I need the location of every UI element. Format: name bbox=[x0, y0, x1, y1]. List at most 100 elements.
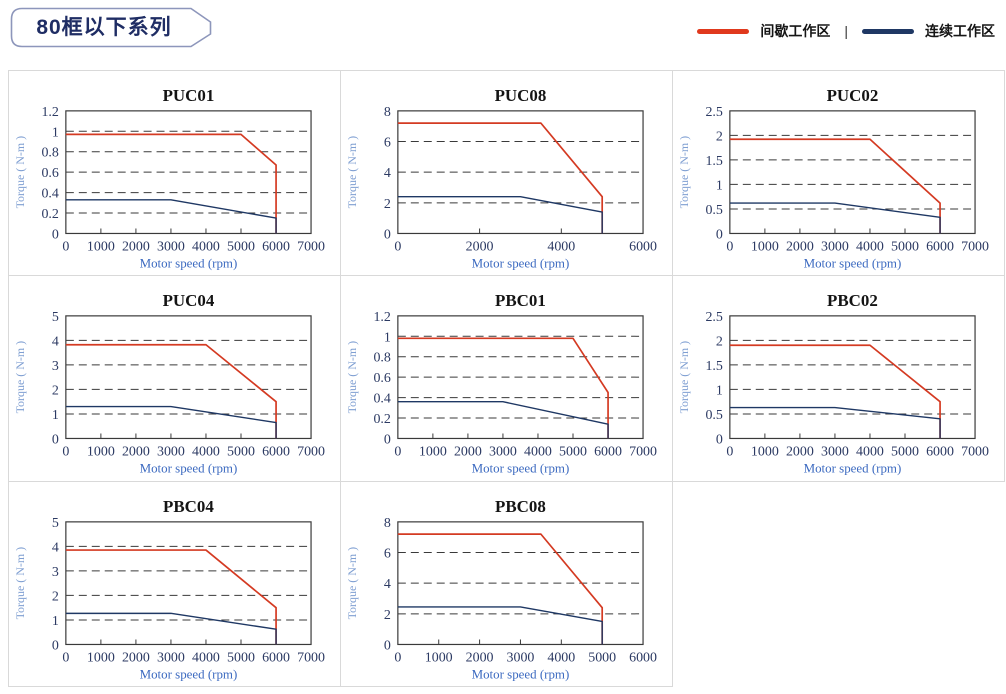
y-tick-label: 0.5 bbox=[705, 408, 722, 423]
x-tick-label: 2000 bbox=[122, 650, 150, 665]
x-tick-label: 1000 bbox=[751, 239, 779, 254]
x-tick-label: 7000 bbox=[297, 445, 325, 460]
torque-speed-chart: 0 1000 2000 3000 4000 5000 6000 0 2 4 6 8 PBC08 Motor… bbox=[345, 497, 657, 681]
y-tick-label: 5 bbox=[52, 310, 59, 325]
x-tick-label: 6000 bbox=[926, 445, 954, 460]
y-tick-label: 1 bbox=[384, 331, 391, 346]
y-tick-label: 6 bbox=[384, 136, 391, 151]
x-tick-label: 6000 bbox=[262, 445, 290, 460]
chart-title: PUC01 bbox=[163, 86, 215, 105]
y-tick-label: 0 bbox=[716, 227, 723, 242]
continuous-line bbox=[397, 605, 603, 645]
x-tick-label: 3000 bbox=[507, 650, 535, 665]
chart-title: PUC02 bbox=[827, 86, 879, 105]
x-tick-label: 5000 bbox=[227, 650, 255, 665]
legend-separator: | bbox=[844, 23, 848, 39]
x-axis-label: Motor speed (rpm) bbox=[804, 461, 902, 476]
y-axis-label: Torque ( N-m ) bbox=[13, 136, 27, 209]
x-tick-label: 1000 bbox=[87, 650, 115, 665]
y-tick-label: 0.2 bbox=[373, 412, 390, 427]
x-tick-label: 2000 bbox=[786, 445, 814, 460]
chart-cell-pbc08: 0 1000 2000 3000 4000 5000 6000 0 2 4 6 8 PBC08 Motor… bbox=[341, 481, 673, 687]
x-tick-label: 5000 bbox=[891, 239, 919, 254]
intermittent-line bbox=[397, 337, 609, 439]
x-tick-label: 3000 bbox=[821, 239, 849, 254]
x-tick-label: 2000 bbox=[466, 239, 494, 254]
x-tick-label: 7000 bbox=[961, 445, 989, 460]
chart-cell-pbc02: 0 1000 2000 3000 4000 5000 6000 7000 0 0.5 1 1.5 2 2.… bbox=[673, 276, 1005, 482]
y-axis-label: Torque ( N-m ) bbox=[677, 341, 691, 414]
x-tick-label: 6000 bbox=[262, 239, 290, 254]
chart-title: PBC08 bbox=[495, 497, 546, 516]
torque-speed-chart: 0 1000 2000 3000 4000 5000 6000 7000 0 0.2 0.4 0.6 0… bbox=[345, 291, 657, 476]
y-tick-label: 8 bbox=[384, 105, 391, 120]
y-tick-label: 1 bbox=[52, 408, 59, 423]
x-tick-label: 0 bbox=[62, 445, 69, 460]
y-tick-label: 4 bbox=[384, 166, 391, 181]
y-axis-label: Torque ( N-m ) bbox=[345, 341, 359, 414]
chart-cell-puc08: 0 2000 4000 6000 0 2 4 6 8 PUC08 Motor speed (rpm)… bbox=[341, 71, 673, 277]
plot-area bbox=[65, 315, 312, 440]
torque-speed-chart: 0 1000 2000 3000 4000 5000 6000 7000 0 0.2 0.4 0.6 0… bbox=[13, 86, 325, 270]
x-tick-label: 3000 bbox=[157, 650, 185, 665]
y-tick-label: 0.2 bbox=[41, 207, 58, 222]
y-tick-label: 2.5 bbox=[705, 310, 722, 325]
continuous-line-swatch bbox=[862, 28, 914, 34]
x-tick-label: 5000 bbox=[588, 650, 616, 665]
chart-cell-puc04: 0 1000 2000 3000 4000 5000 6000 7000 0 1 2 3 4 5 PUC04… bbox=[9, 276, 341, 482]
y-tick-label: 1 bbox=[716, 384, 723, 399]
intermittent-line-swatch bbox=[697, 28, 750, 34]
continuous-line bbox=[65, 406, 277, 439]
x-tick-label: 2000 bbox=[122, 445, 150, 460]
plot-area bbox=[729, 315, 976, 440]
y-tick-label: 2 bbox=[384, 197, 391, 212]
x-tick-label: 3000 bbox=[821, 445, 849, 460]
intermittent-line bbox=[65, 133, 277, 234]
x-tick-label: 6000 bbox=[629, 650, 657, 665]
y-tick-label: 0 bbox=[384, 433, 391, 448]
legend-label-intermittent: 间歇工作区 bbox=[760, 23, 831, 39]
x-axis-label: Motor speed (rpm) bbox=[140, 666, 238, 681]
y-tick-label: 1 bbox=[52, 614, 59, 629]
x-tick-label: 4000 bbox=[192, 239, 220, 254]
x-tick-label: 1000 bbox=[87, 239, 115, 254]
y-tick-label: 2.5 bbox=[705, 105, 722, 120]
chart-cell-puc01: 0 1000 2000 3000 4000 5000 6000 7000 0 0.2 0.4 0.6 0… bbox=[9, 71, 341, 277]
x-tick-label: 5000 bbox=[891, 445, 919, 460]
y-axis-label: Torque ( N-m ) bbox=[13, 547, 27, 620]
x-tick-label: 4000 bbox=[856, 445, 884, 460]
y-tick-label: 1.5 bbox=[705, 359, 722, 374]
intermittent-line bbox=[397, 122, 604, 234]
y-tick-label: 0.8 bbox=[373, 351, 390, 366]
continuous-line bbox=[397, 401, 609, 439]
empty-cell bbox=[673, 482, 1005, 687]
y-tick-label: 0.4 bbox=[373, 392, 390, 407]
y-axis-label: Torque ( N-m ) bbox=[345, 547, 359, 620]
continuous-line bbox=[729, 407, 941, 439]
y-tick-label: 0.6 bbox=[41, 166, 58, 181]
intermittent-line bbox=[729, 138, 941, 234]
x-tick-label: 1000 bbox=[425, 650, 453, 665]
plot-area bbox=[397, 110, 644, 235]
x-tick-label: 4000 bbox=[524, 445, 552, 460]
x-tick-label: 1000 bbox=[751, 445, 779, 460]
y-tick-label: 6 bbox=[384, 546, 391, 561]
plot-area bbox=[397, 315, 644, 440]
y-tick-label: 0.4 bbox=[41, 187, 58, 202]
chart-title: PBC04 bbox=[163, 497, 214, 516]
chart-cell-puc02: 0 1000 2000 3000 4000 5000 6000 7000 0 0.5 1 1.5 2 2.… bbox=[673, 71, 1005, 277]
legend-label-continuous: 连续工作区 bbox=[925, 23, 995, 39]
y-tick-label: 5 bbox=[52, 516, 59, 531]
x-tick-label: 7000 bbox=[961, 239, 989, 254]
continuous-line bbox=[397, 195, 603, 234]
x-tick-label: 0 bbox=[62, 239, 69, 254]
intermittent-line bbox=[397, 532, 604, 645]
x-tick-label: 2000 bbox=[466, 650, 494, 665]
x-tick-label: 1000 bbox=[419, 445, 447, 460]
x-axis-label: Motor speed (rpm) bbox=[140, 461, 238, 476]
x-tick-label: 3000 bbox=[157, 445, 185, 460]
intermittent-line bbox=[65, 548, 277, 645]
y-tick-label: 1 bbox=[716, 178, 723, 193]
x-axis-label: Motor speed (rpm) bbox=[472, 461, 570, 476]
y-tick-label: 3 bbox=[52, 359, 59, 374]
